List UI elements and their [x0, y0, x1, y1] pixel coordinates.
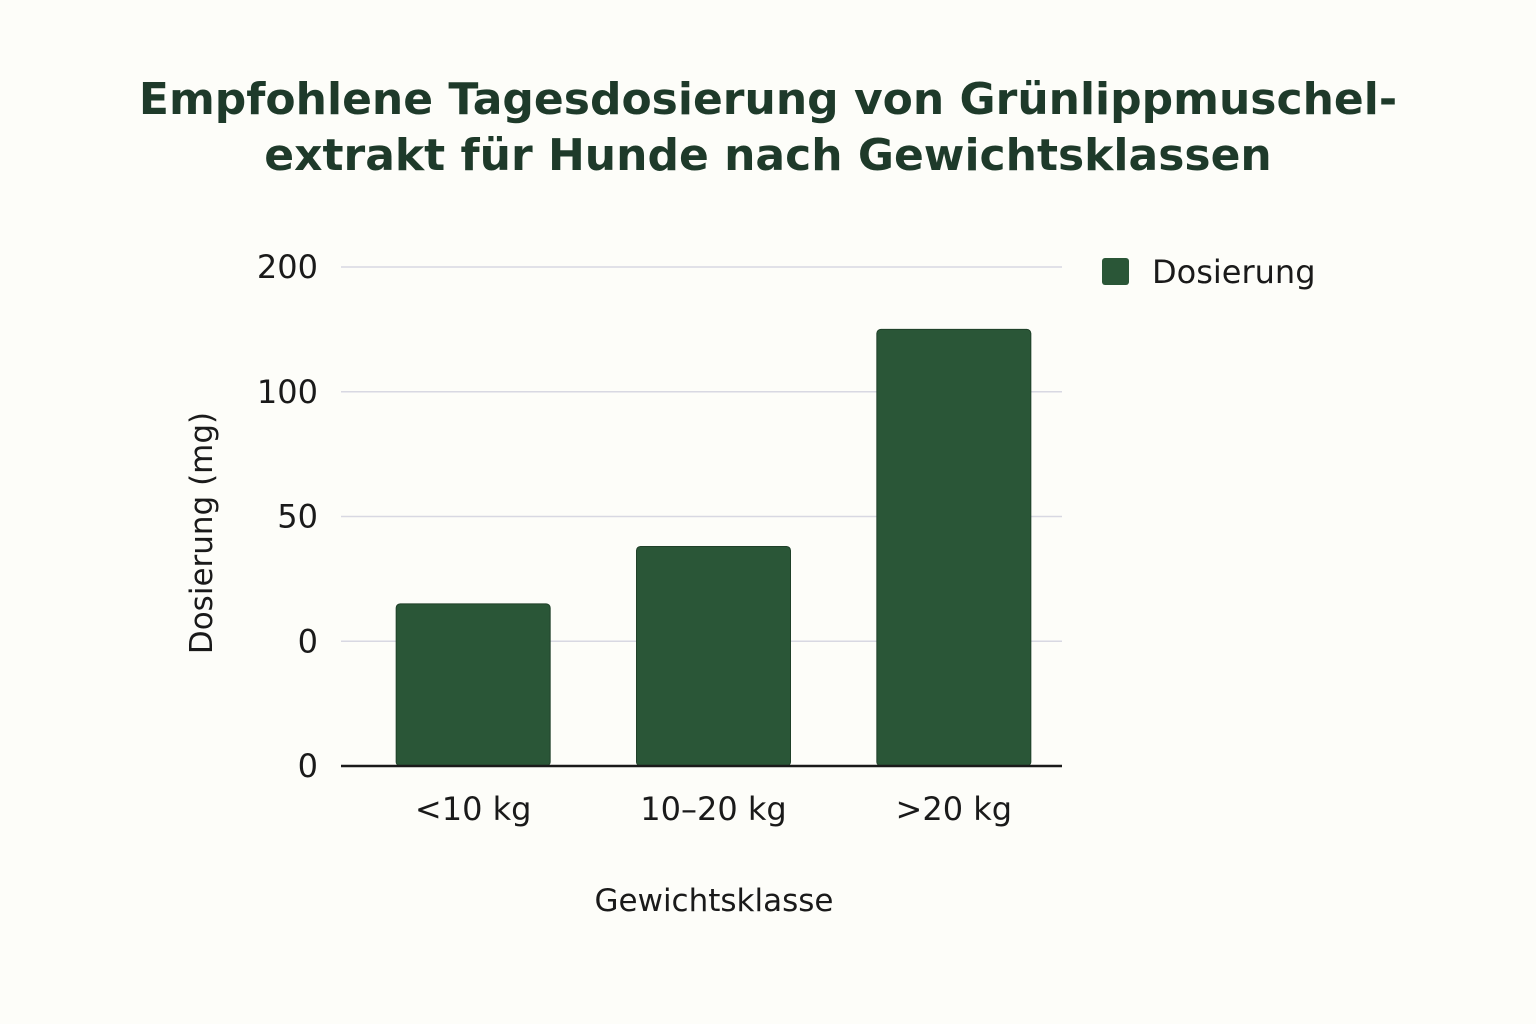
y-axis-ticks: 200 100 50 0 0 [257, 248, 318, 785]
bar [876, 328, 1032, 767]
x-axis-ticks: <10 kg 10–20 kg >20 kg [415, 790, 1012, 828]
bars [395, 328, 1032, 767]
x-tick-label: 10–20 kg [640, 790, 786, 828]
y-tick-label: 100 [257, 373, 318, 411]
y-tick-label: 50 [277, 498, 318, 536]
y-tick-label: 0 [298, 747, 318, 785]
legend-label: Dosierung [1152, 253, 1316, 291]
y-tick-label: 200 [257, 248, 318, 286]
x-axis-title: Gewichtsklasse [595, 883, 834, 919]
legend: Dosierung [1102, 253, 1316, 291]
bar [395, 603, 551, 767]
legend-swatch [1102, 258, 1129, 285]
chart-title-line-2: extrakt für Hunde nach Gewichtsklassen [264, 130, 1272, 181]
y-axis-title: Dosierung (mg) [184, 412, 220, 654]
chart-title: Empfohlene Tagesdosierung von Grünlippmu… [0, 72, 1536, 184]
chart-title-line-1: Empfohlene Tagesdosierung von Grünlippmu… [138, 74, 1398, 125]
x-tick-label: >20 kg [896, 790, 1013, 828]
bar [636, 545, 791, 767]
x-tick-label: <10 kg [415, 790, 532, 828]
y-tick-label: 0 [298, 622, 318, 660]
